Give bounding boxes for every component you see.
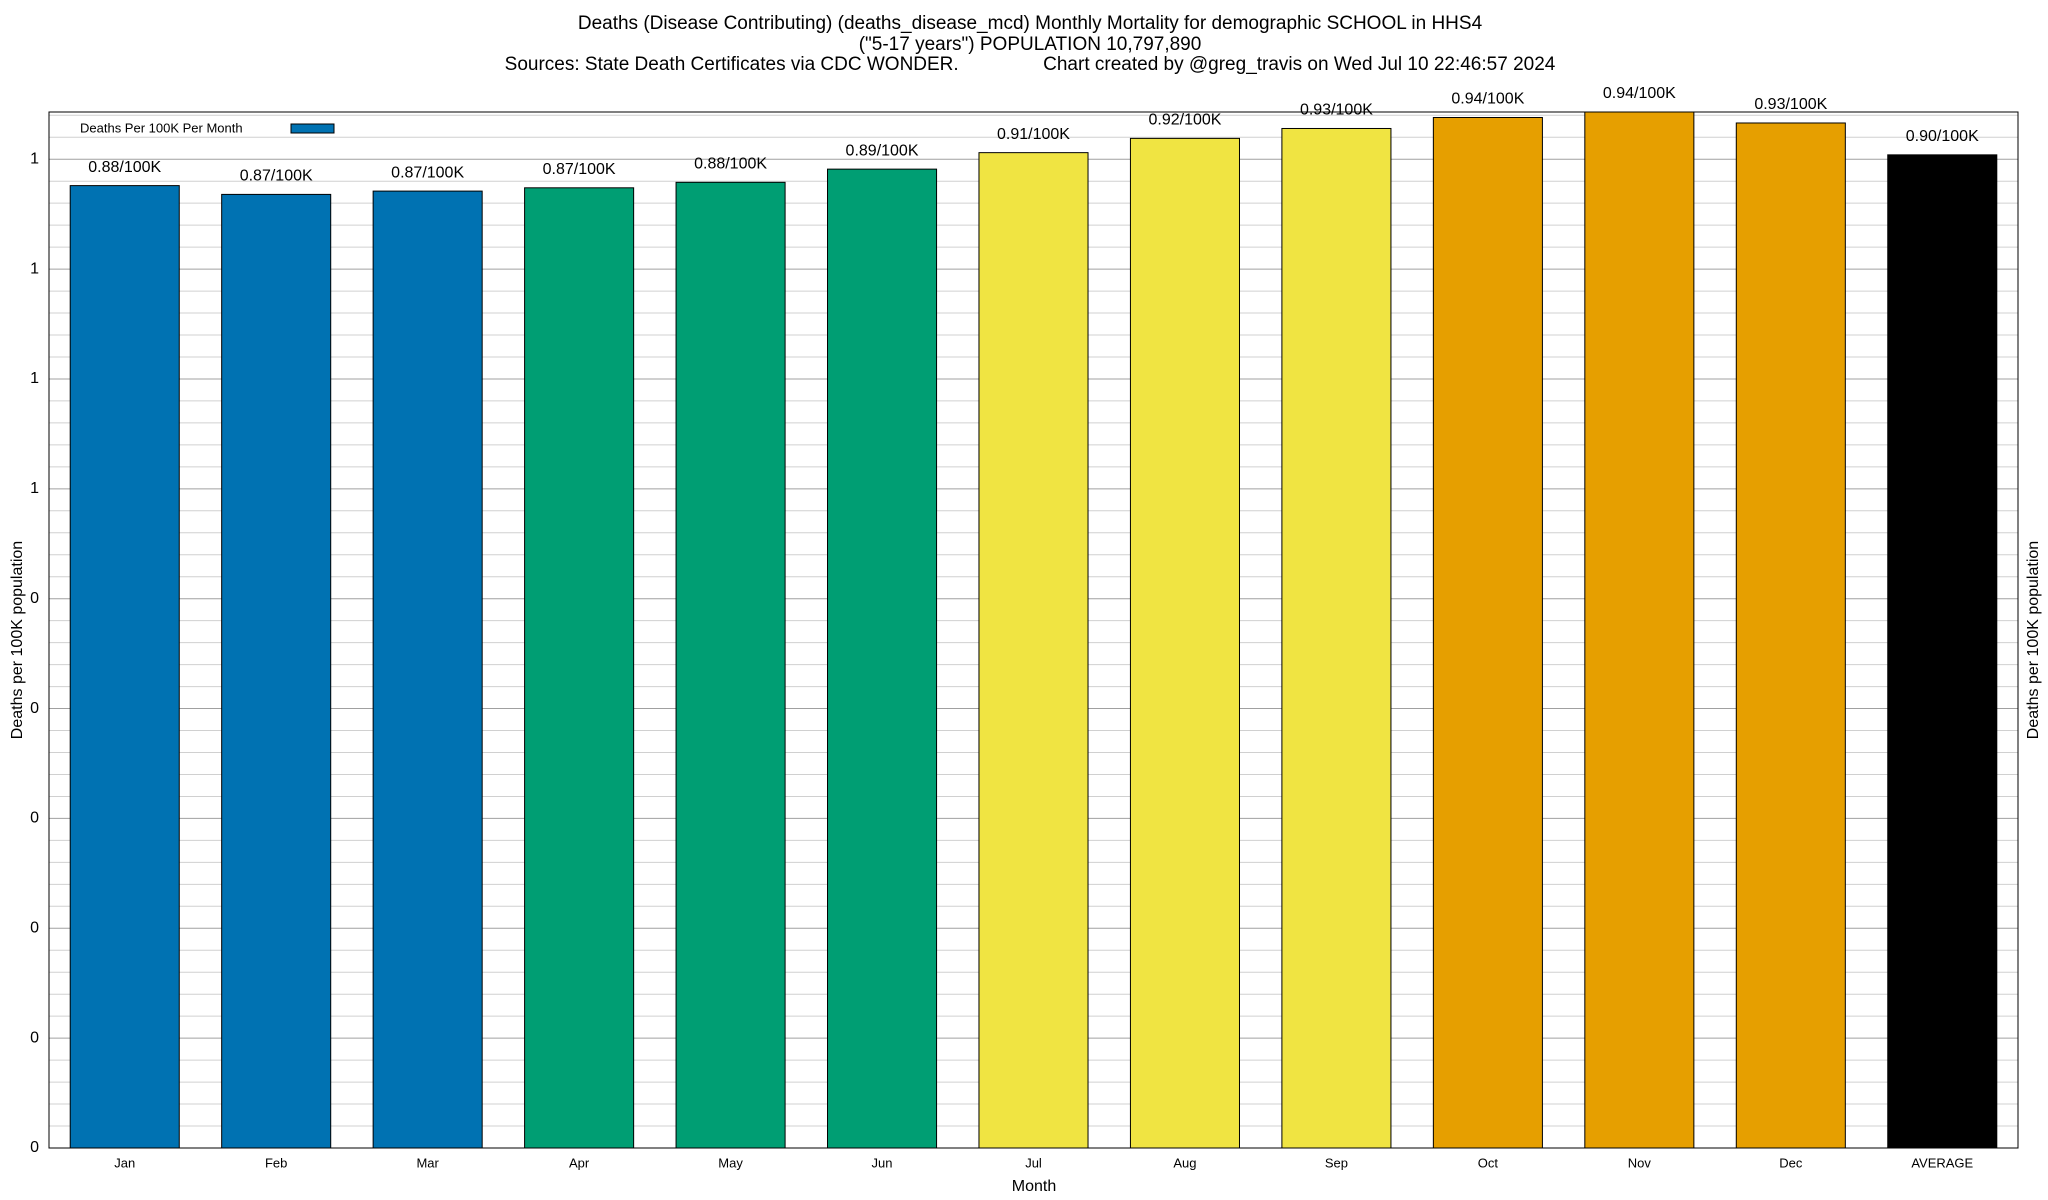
y-axis-label: Deaths per 100K population: [9, 541, 26, 739]
chart-title: Deaths (Disease Contributing) (deaths_di…: [578, 13, 1483, 34]
legend-label: Deaths Per 100K Per Month: [80, 120, 243, 135]
value-label: 0.93/100K: [1754, 96, 1827, 113]
y-tick-label: 1: [30, 370, 39, 387]
x-tick-label: Nov: [1628, 1155, 1652, 1170]
y-tick-label: 1: [30, 150, 39, 167]
x-tick-label: Sep: [1325, 1155, 1348, 1170]
x-tick-label: Feb: [265, 1155, 287, 1170]
value-label: 0.94/100K: [1603, 85, 1676, 102]
x-tick-label: Jul: [1025, 1155, 1042, 1170]
x-tick-label: May: [718, 1155, 743, 1170]
x-tick-label: Aug: [1173, 1155, 1196, 1170]
y2-axis-label: Deaths per 100K population: [2025, 541, 2042, 739]
x-tick-label: AVERAGE: [1911, 1155, 1973, 1170]
bar: [1735, 122, 1846, 1149]
bar: [221, 193, 332, 1149]
bar: [1281, 127, 1392, 1149]
y-tick-label: 0: [30, 810, 39, 827]
x-tick-label: Oct: [1478, 1155, 1499, 1170]
value-label: 0.87/100K: [391, 164, 464, 181]
bar: [827, 168, 938, 1149]
x-tick-label: Apr: [569, 1155, 590, 1170]
plot-frame: [48, 111, 2019, 1149]
y-tick-label: 0: [30, 700, 39, 717]
value-label: 0.87/100K: [543, 161, 616, 178]
x-tick-label: Mar: [416, 1155, 439, 1170]
value-label: 0.89/100K: [846, 142, 919, 159]
y-tick-label: 0: [30, 1139, 39, 1156]
bar: [1432, 116, 1543, 1149]
value-label: 0.88/100K: [88, 159, 161, 176]
x-tick-label: Jan: [114, 1155, 135, 1170]
y-tick-label: 0: [30, 590, 39, 607]
bar: [1584, 111, 1695, 1149]
bar: [1887, 154, 1998, 1149]
bar: [372, 190, 483, 1149]
value-label: 0.94/100K: [1451, 91, 1524, 108]
y-tick-label: 0: [30, 1029, 39, 1046]
bar: [675, 181, 786, 1149]
legend-swatch: [290, 123, 335, 134]
chart-title: Sources: State Death Certificates via CD…: [505, 54, 1556, 75]
value-label: 0.91/100K: [997, 126, 1070, 143]
y-tick-label: 1: [30, 260, 39, 277]
x-tick-label: Dec: [1779, 1155, 1803, 1170]
bar: [69, 185, 180, 1149]
value-label: 0.90/100K: [1906, 128, 1979, 145]
value-label: 0.87/100K: [240, 168, 313, 185]
value-label: 0.93/100K: [1300, 102, 1373, 119]
value-label: 0.88/100K: [694, 156, 767, 173]
x-axis-label: Month: [1012, 1178, 1056, 1195]
y-tick-label: 0: [30, 919, 39, 936]
bar: [1129, 137, 1240, 1149]
x-tick-label: Jun: [872, 1155, 893, 1170]
value-label: 0.92/100K: [1148, 112, 1221, 129]
bar: [524, 187, 635, 1149]
chart-title: ("5-17 years") POPULATION 10,797,890: [859, 34, 1202, 55]
y-tick-label: 1: [30, 480, 39, 497]
bar: [978, 152, 1089, 1149]
